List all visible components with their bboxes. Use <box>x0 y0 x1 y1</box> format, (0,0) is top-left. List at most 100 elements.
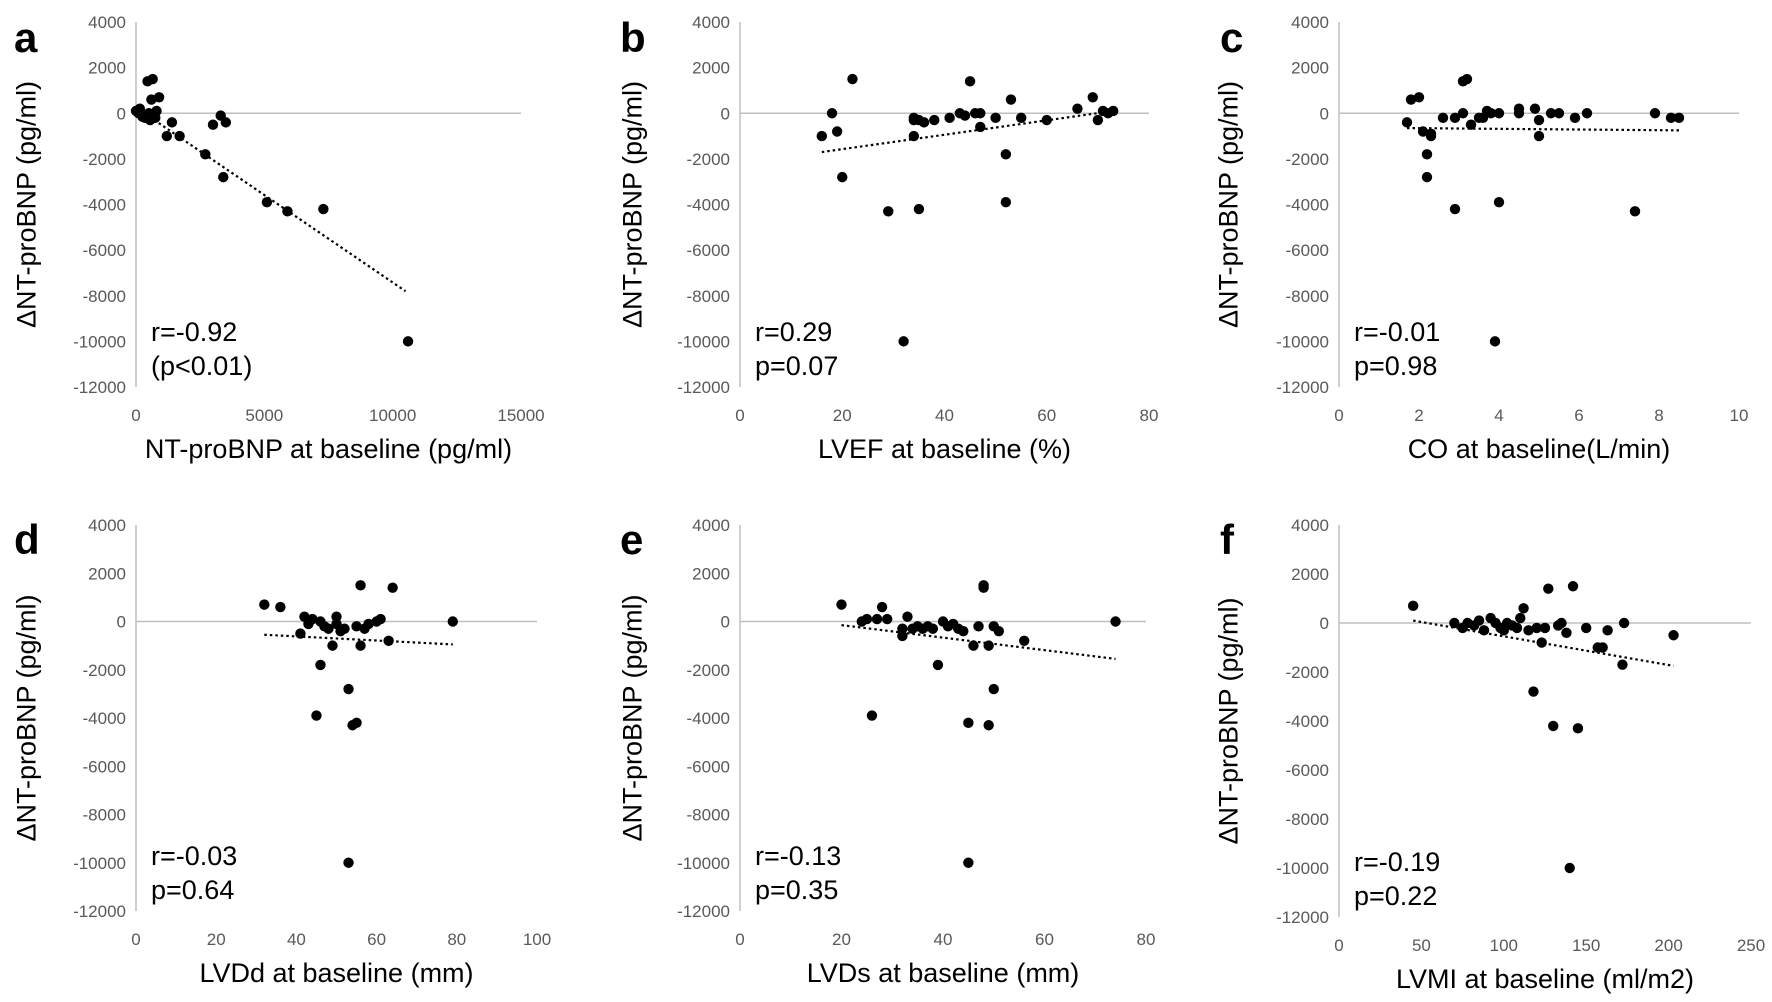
data-point <box>847 73 858 85</box>
data-point <box>166 117 178 128</box>
data-point <box>1401 117 1413 128</box>
x-tick-label: 150 <box>1572 936 1600 955</box>
data-point <box>174 130 185 142</box>
data-point <box>218 171 229 183</box>
data-point <box>963 717 974 729</box>
data-point <box>861 613 873 625</box>
y-tick-label: 0 <box>1320 104 1329 123</box>
y-tick-label: 0 <box>721 104 730 123</box>
y-axis-label: ΔNT-proBNP (pg/ml) <box>617 81 647 328</box>
data-point <box>932 659 944 671</box>
data-point <box>929 114 940 126</box>
y-tick-label: 4000 <box>88 516 126 535</box>
y-tick-label: 4000 <box>1291 516 1329 535</box>
data-point <box>975 108 986 119</box>
data-point <box>315 659 326 671</box>
x-tick-label: 20 <box>833 406 852 425</box>
x-tick-label: 80 <box>1140 406 1159 425</box>
data-point <box>1478 625 1490 636</box>
y-tick-label: -6000 <box>1286 761 1329 780</box>
data-point <box>383 635 394 646</box>
y-tick-label: 2000 <box>692 59 730 78</box>
data-point <box>1581 108 1593 119</box>
data-point <box>968 640 979 651</box>
y-tick-label: 4000 <box>692 13 730 32</box>
data-point <box>1405 94 1417 105</box>
data-point <box>331 611 342 622</box>
y-tick-label: -10000 <box>677 332 730 351</box>
y-axis-label: ΔNT-proBNP (pg/ml) <box>1213 81 1243 328</box>
p-value: (p<0.01) <box>151 351 252 381</box>
y-tick-label: -12000 <box>1276 908 1329 927</box>
y-tick-label: -4000 <box>1286 196 1329 215</box>
data-point <box>993 625 1005 637</box>
y-axis-label: ΔNT-proBNP (pg/ml) <box>11 81 41 328</box>
y-tick-label: 2000 <box>1291 565 1329 584</box>
data-point <box>959 110 971 121</box>
data-point <box>1421 171 1433 183</box>
y-tick-label: -2000 <box>83 150 126 169</box>
y-tick-label: -12000 <box>677 902 730 921</box>
data-point <box>1529 103 1541 114</box>
panel-letter: e <box>620 516 643 563</box>
data-point <box>1665 112 1677 124</box>
data-point <box>1473 615 1485 626</box>
x-tick-label: 200 <box>1654 936 1682 955</box>
y-tick-label: -12000 <box>73 378 126 397</box>
data-point <box>153 92 165 103</box>
panel-e: 4000 2000 0 -2000 -4000 -6000 -8000 -10000 -1200… <box>617 516 1155 988</box>
data-point <box>134 103 146 114</box>
data-point <box>387 582 398 593</box>
x-axis-label: LVDs at baseline (mm) <box>807 958 1080 988</box>
data-point <box>1543 583 1554 594</box>
data-point <box>913 203 925 215</box>
x-tick-label: 0 <box>131 406 140 425</box>
data-point <box>355 580 366 591</box>
y-tick-label: -6000 <box>83 757 126 776</box>
correlation-r: r=0.29 <box>755 317 832 347</box>
data-point <box>207 119 219 130</box>
correlation-r: r=-0.92 <box>151 317 237 347</box>
data-point <box>826 108 838 119</box>
x-tick-label: 40 <box>935 406 954 425</box>
data-point <box>1513 108 1525 119</box>
data-point <box>1531 622 1542 634</box>
data-point <box>1536 637 1547 648</box>
x-tick-label: 5000 <box>245 406 283 425</box>
trendline <box>841 624 1116 660</box>
data-point <box>1092 114 1104 126</box>
data-point <box>1437 112 1449 124</box>
data-point <box>1581 622 1592 634</box>
x-tick-label: 80 <box>447 930 466 949</box>
data-point <box>1556 617 1567 629</box>
y-tick-label: -4000 <box>1286 712 1329 731</box>
data-point <box>327 640 338 651</box>
data-point <box>1518 603 1529 614</box>
x-tick-label: 15000 <box>497 406 544 425</box>
panel-a: 4000 2000 0 -2000 -4000 -6000 -8000 -10000 -1200… <box>11 13 544 464</box>
panel-c: 4000 2000 0 -2000 -4000 -6000 -8000 -10000 -1200… <box>1213 13 1748 464</box>
data-point <box>836 599 847 610</box>
y-tick-label: -6000 <box>687 241 730 260</box>
data-point <box>1005 94 1017 105</box>
data-point <box>975 121 986 133</box>
x-tick-label: 10000 <box>369 406 416 425</box>
y-tick-label: -12000 <box>1276 378 1329 397</box>
data-point <box>973 621 984 632</box>
data-point <box>1421 149 1433 160</box>
data-point <box>339 623 350 634</box>
data-point <box>355 640 366 651</box>
data-point <box>275 601 286 613</box>
panel-b: 4000 2000 0 -2000 -4000 -6000 -8000 -10000 -1200… <box>617 13 1158 464</box>
y-tick-label: -4000 <box>83 196 126 215</box>
y-tick-label: -8000 <box>1286 810 1329 829</box>
data-point <box>983 640 994 651</box>
data-point <box>1533 114 1545 126</box>
data-point <box>1072 103 1083 114</box>
x-tick-label: 6 <box>1574 406 1583 425</box>
data-point <box>816 130 827 142</box>
data-point <box>200 149 211 160</box>
correlation-r: r=-0.01 <box>1354 317 1440 347</box>
p-value: p=0.98 <box>1354 351 1437 381</box>
x-tick-label: 0 <box>735 406 744 425</box>
